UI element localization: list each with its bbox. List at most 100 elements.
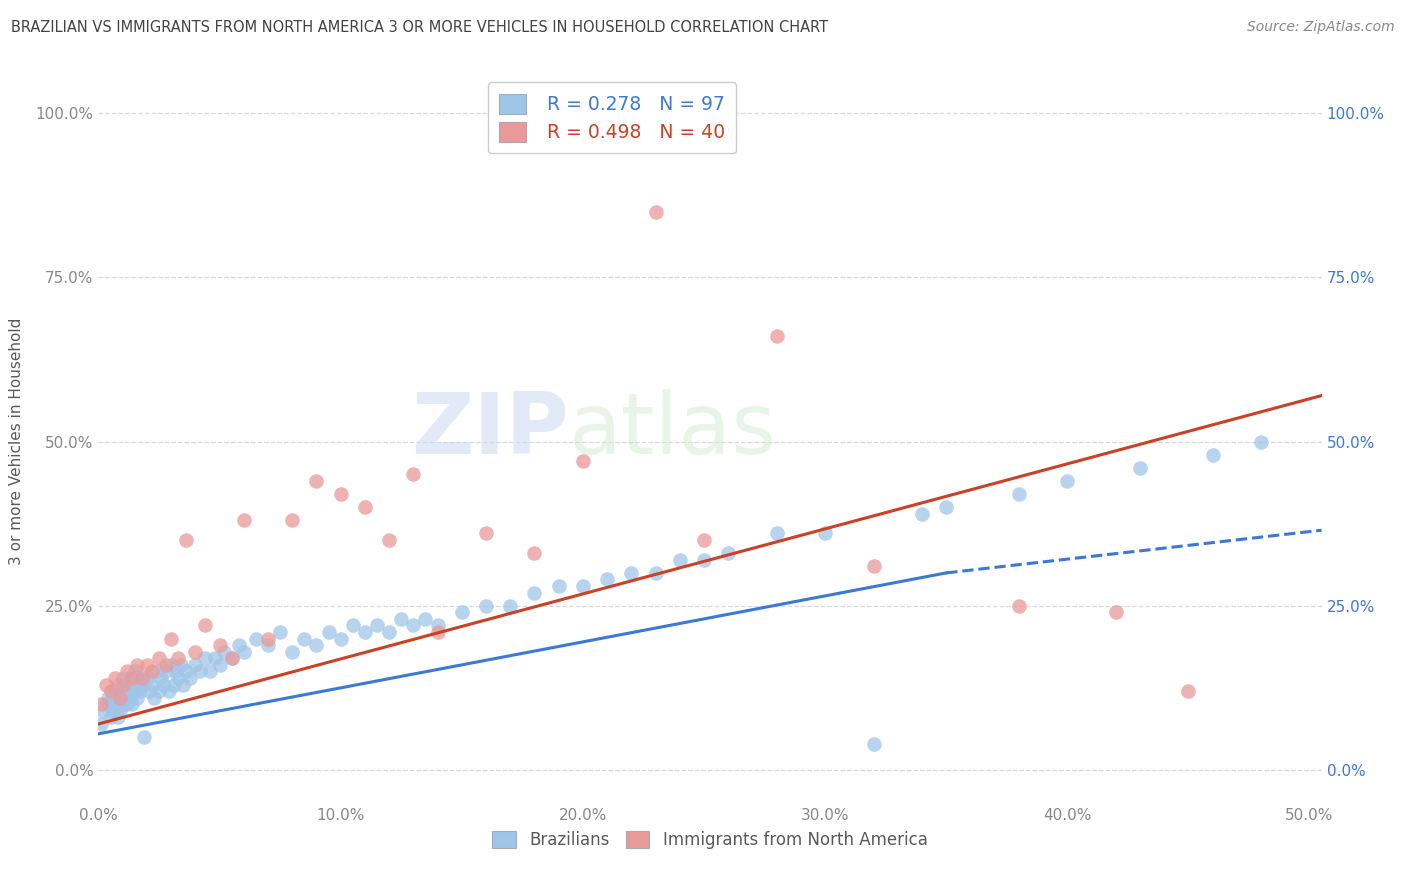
Point <box>475 526 498 541</box>
Point <box>862 737 884 751</box>
Point <box>269 625 291 640</box>
Point <box>174 665 197 679</box>
Point <box>172 677 194 691</box>
Point <box>426 618 449 632</box>
Point <box>221 651 243 665</box>
Text: ZIP: ZIP <box>412 389 569 472</box>
Point <box>378 625 401 640</box>
Text: atlas: atlas <box>569 389 778 472</box>
Point <box>124 665 146 679</box>
Point <box>167 651 190 665</box>
Point <box>117 684 139 698</box>
Point <box>121 671 143 685</box>
Point <box>101 704 124 718</box>
Point <box>208 638 231 652</box>
Point <box>911 507 934 521</box>
Point <box>135 671 157 685</box>
Point <box>292 632 315 646</box>
Legend: Brazilians, Immigrants from North America: Brazilians, Immigrants from North Americ… <box>485 824 935 856</box>
Point <box>208 657 231 672</box>
Point <box>94 677 117 691</box>
Point <box>114 677 136 691</box>
Point <box>415 612 437 626</box>
Point <box>90 717 112 731</box>
Point <box>117 698 139 712</box>
Point <box>100 684 122 698</box>
Point <box>94 698 117 712</box>
Point <box>184 645 207 659</box>
Point <box>110 690 132 705</box>
Point <box>111 677 134 691</box>
Point <box>765 329 787 343</box>
Point <box>668 553 690 567</box>
Point <box>354 625 377 640</box>
Point <box>165 665 187 679</box>
Point <box>281 513 304 527</box>
Point <box>499 599 522 613</box>
Point <box>329 632 352 646</box>
Point <box>135 657 157 672</box>
Point <box>104 698 127 712</box>
Point <box>157 684 180 698</box>
Point <box>155 657 177 672</box>
Point <box>155 665 177 679</box>
Point <box>97 690 120 705</box>
Point <box>101 690 124 705</box>
Point <box>329 487 352 501</box>
Point <box>117 665 139 679</box>
Point <box>232 645 254 659</box>
Point <box>1105 605 1128 619</box>
Point <box>342 618 364 632</box>
Point <box>111 671 134 685</box>
Point <box>862 559 884 574</box>
Point <box>935 500 957 515</box>
Point <box>1129 460 1152 475</box>
Point <box>141 677 163 691</box>
Point <box>127 690 149 705</box>
Point <box>366 618 388 632</box>
Point <box>107 677 129 691</box>
Point <box>160 632 183 646</box>
Point <box>110 704 132 718</box>
Point <box>160 657 183 672</box>
Point <box>162 677 184 691</box>
Text: BRAZILIAN VS IMMIGRANTS FROM NORTH AMERICA 3 OR MORE VEHICLES IN HOUSEHOLD CORRE: BRAZILIAN VS IMMIGRANTS FROM NORTH AMERI… <box>11 20 828 35</box>
Point <box>111 698 134 712</box>
Point <box>131 677 153 691</box>
Point <box>143 690 166 705</box>
Point <box>572 579 595 593</box>
Point <box>134 730 156 744</box>
Point <box>620 566 643 580</box>
Point <box>814 526 837 541</box>
Point <box>354 500 377 515</box>
Point <box>138 684 160 698</box>
Point <box>104 684 127 698</box>
Point <box>1056 474 1078 488</box>
Point <box>170 657 193 672</box>
Point <box>402 618 425 632</box>
Point <box>245 632 267 646</box>
Point <box>118 671 141 685</box>
Point <box>765 526 787 541</box>
Point <box>110 690 132 705</box>
Point <box>124 684 146 698</box>
Point <box>121 677 143 691</box>
Text: Source: ZipAtlas.com: Source: ZipAtlas.com <box>1247 20 1395 34</box>
Point <box>153 677 176 691</box>
Point <box>107 710 129 724</box>
Point <box>148 651 170 665</box>
Point <box>214 645 236 659</box>
Point <box>131 671 153 685</box>
Point <box>281 645 304 659</box>
Point <box>1250 434 1272 449</box>
Point <box>644 566 666 580</box>
Point <box>389 612 412 626</box>
Point <box>693 533 716 547</box>
Point <box>104 671 127 685</box>
Point <box>167 671 190 685</box>
Point <box>179 671 201 685</box>
Point <box>1201 448 1223 462</box>
Point <box>717 546 740 560</box>
Point <box>228 638 250 652</box>
Point <box>145 665 167 679</box>
